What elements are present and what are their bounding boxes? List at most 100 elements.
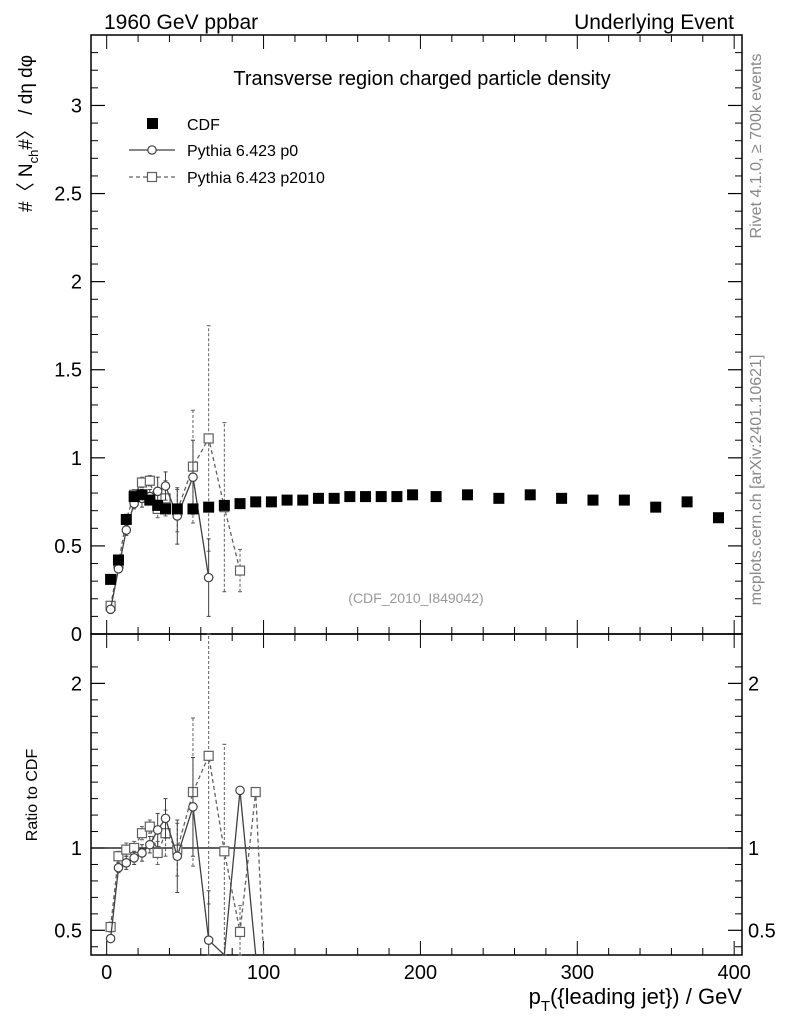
main-panel: 0 0.5 1 1.5 2 2.5 3 Transverse region charged … [15, 34, 743, 646]
ratio-p2010-point [136, 828, 148, 839]
legend-label-cdf: CDF [187, 117, 220, 134]
main-cdf-point [187, 503, 199, 515]
main-cdf-point [218, 499, 230, 511]
x-axis-label-suffix: ({leading jet}) / GeV [550, 984, 742, 1009]
main-cdf-point [112, 554, 124, 566]
main-ytick-label: 1.5 [54, 360, 82, 382]
main-cdf-point [120, 513, 132, 525]
ratio-p0-point [113, 862, 124, 873]
ratio-p0-point [145, 839, 155, 850]
watermark: (CDF_2010_I849042) [348, 590, 483, 606]
main-p2010-point [234, 565, 246, 576]
x-tick-label: 300 [561, 962, 594, 984]
main-ytick-label: 3 [71, 95, 82, 117]
legend-entry-cdf: CDF [147, 117, 220, 134]
ratio-p2010-point [219, 846, 230, 857]
ratio-ytick-label: 0.5 [54, 920, 82, 942]
main-cdf-point [430, 491, 442, 503]
ratio-p0-point [121, 858, 132, 868]
main-cdf-point [171, 503, 183, 515]
main-p0-point [105, 604, 116, 615]
main-cdf-point [105, 573, 117, 585]
main-p0-point [203, 572, 214, 583]
ratio-ytick-label-right: 2 [748, 673, 759, 695]
ratio-frame [90, 633, 743, 956]
chart-title: Transverse region charged particle densi… [233, 68, 610, 90]
main-cdf-point [281, 494, 293, 506]
main-ytick-label: 2 [71, 272, 82, 294]
ratio-p0-point [172, 851, 183, 862]
main-p0-point [121, 525, 132, 535]
main-cdf-point [681, 496, 693, 508]
header-right: Underlying Event [574, 11, 734, 34]
ratio-p2010-point [203, 750, 214, 761]
main-cdf-point [493, 492, 505, 504]
main-cdf-point [265, 496, 277, 508]
main-cdf-point [250, 496, 262, 508]
main-p0-line [109, 474, 210, 610]
main-cdf-point [556, 492, 568, 504]
ratio-p2010-point [105, 921, 116, 933]
mcplots-note: mcplots.cern.ch [arXiv:2401.10621] [748, 355, 765, 606]
ratio-p2010-point [234, 926, 246, 938]
main-ytick-label: 0.5 [54, 536, 82, 558]
main-cdf-point [234, 498, 246, 510]
x-tick-label: 200 [404, 962, 437, 984]
x-axis-label-prefix: p [529, 984, 541, 1009]
main-cdf-point [712, 512, 724, 524]
legend: CDF Pythia 6.423 p0 Pythia 6.423 p2010 [129, 117, 325, 187]
main-cdf-point [360, 491, 372, 503]
main-cdf-point [587, 494, 599, 506]
main-cdf-point [160, 503, 172, 515]
main-cdf-point [203, 501, 215, 513]
main-cdf-point [618, 494, 630, 506]
main-cdf-point [144, 494, 156, 506]
ratio-p0-point [203, 935, 214, 945]
ratio-p0-point [235, 785, 245, 796]
main-p0-point [188, 472, 198, 483]
x-tick-label: 100 [247, 962, 280, 984]
legend-label-p0: Pythia 6.423 p0 [187, 143, 298, 160]
x-axis-label-sub: T [541, 998, 550, 1015]
main-cdf-point [344, 491, 356, 503]
main-ytick-label: 0 [71, 624, 82, 646]
ratio-p0-point [188, 802, 198, 812]
ratio-ytick-label: 1 [71, 838, 82, 860]
main-p2010-point [144, 475, 155, 486]
legend-marker-p0 [147, 145, 157, 155]
ratio-ytick-label-right: 0.5 [748, 920, 776, 942]
ratio-ytick-label: 2 [71, 673, 82, 695]
main-cdf-point [407, 489, 419, 501]
main-cdf-point [328, 492, 340, 504]
ratio-panel: 0.5 0.5 1 1 2 2 0 100 200 300 400 Ratio to CDF pT(… [24, 633, 776, 1015]
main-cdf-point [136, 489, 148, 501]
main-p2010-point [203, 433, 214, 444]
ratio-p2010-point [152, 847, 163, 859]
main-p0-point [160, 481, 171, 491]
legend-entry-p2010: Pythia 6.423 p2010 [129, 170, 325, 187]
ratio-p2010-point [113, 851, 124, 862]
x-tick-label: 0 [101, 962, 112, 984]
main-ytick-label: 1 [71, 448, 82, 470]
main-p0-point [113, 564, 124, 574]
ratio-ytick-label-right: 1 [748, 838, 759, 860]
main-p0-point [152, 486, 163, 497]
main-ylabel-prefix: #〈 N [15, 163, 37, 212]
main-ytick-label: 2.5 [54, 184, 82, 206]
main-ylabel-sub: ch [26, 150, 41, 164]
ratio-p2010-point [250, 786, 261, 798]
legend-label-p2010: Pythia 6.423 p2010 [187, 170, 325, 187]
rivet-note: Rivet 4.1.0, ≥ 700k events [748, 54, 765, 239]
ratio-ylabel: Ratio to CDF [24, 749, 41, 842]
main-ylabel: #〈 Nch#〉 / dη dφ [15, 55, 41, 212]
main-ylabel-suffix: #〉 / dη dφ [15, 55, 37, 150]
main-cdf-point [152, 499, 164, 511]
main-cdf-point [297, 494, 309, 506]
ratio-p0-point [105, 933, 116, 944]
main-cdf-point [391, 491, 403, 503]
legend-marker-p2010 [146, 171, 158, 183]
ratio-p0-line [109, 790, 257, 957]
x-tick-label: 400 [717, 962, 750, 984]
header-left: 1960 GeV ppbar [104, 11, 258, 34]
